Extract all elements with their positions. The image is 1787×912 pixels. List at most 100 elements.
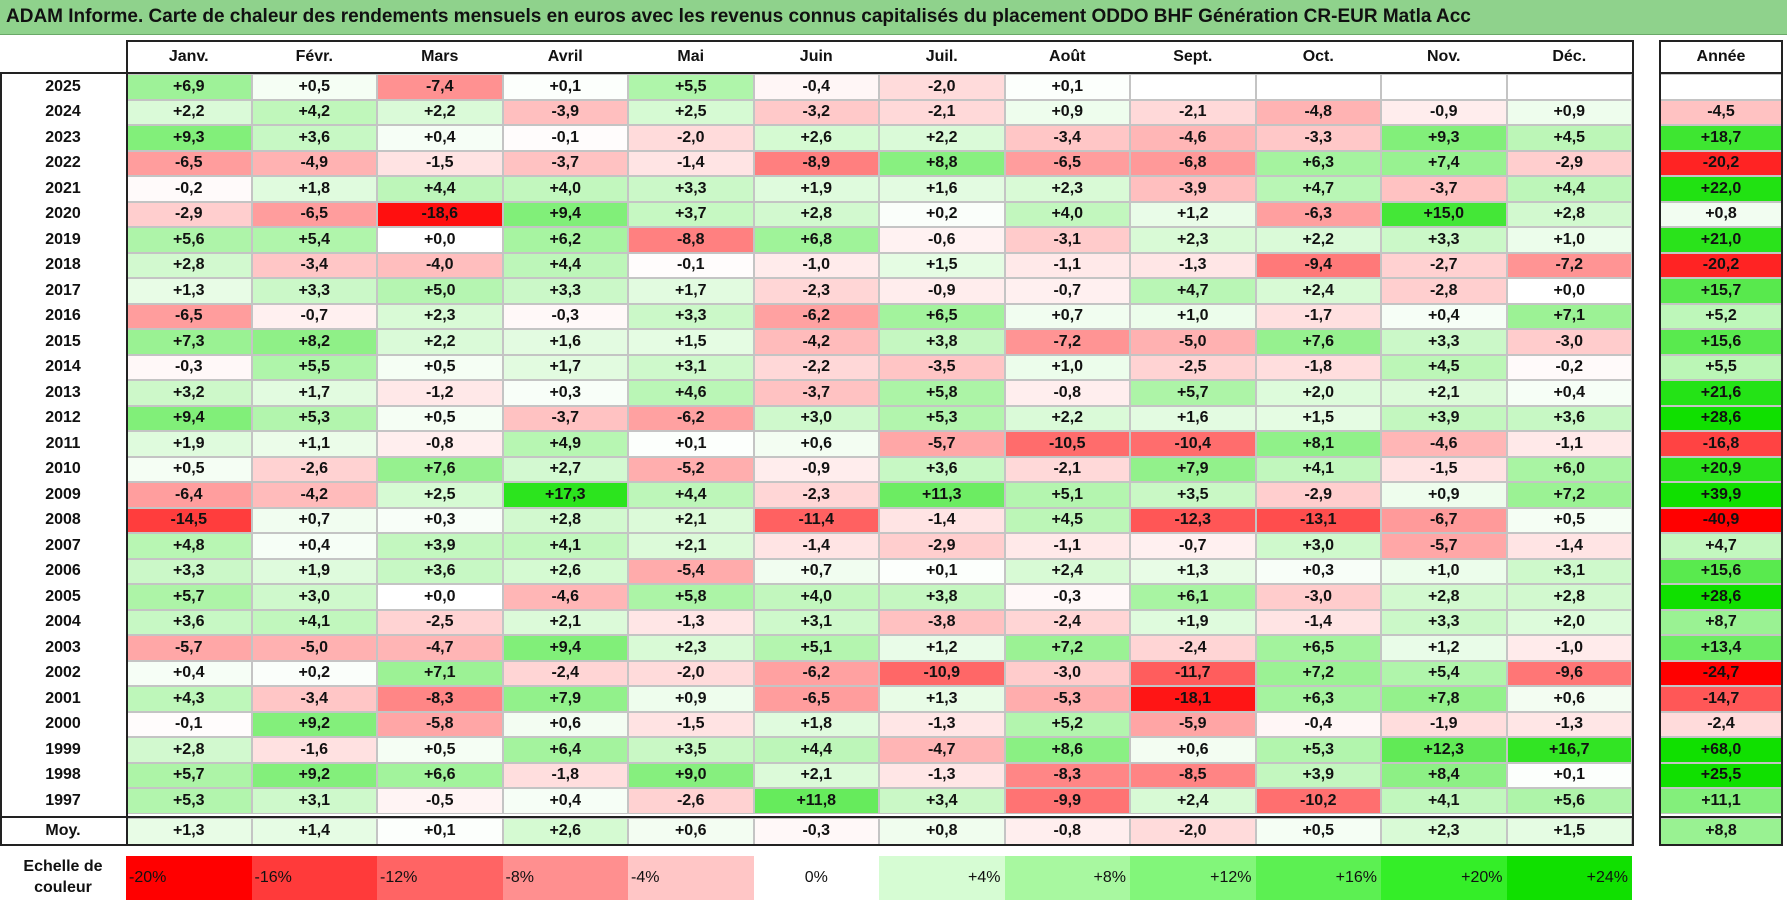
color-scale-swatch: -20% bbox=[126, 855, 252, 900]
heatmap-cell: -10,5 bbox=[1004, 431, 1130, 457]
heatmap-cell: +5,0 bbox=[377, 278, 503, 304]
heatmap-cell: +1,9 bbox=[251, 558, 377, 584]
heatmap-cell: -8,9 bbox=[753, 150, 879, 176]
heatmap-cell: +2,2 bbox=[377, 99, 503, 125]
heatmap-cell: +7,9 bbox=[502, 686, 628, 712]
heatmap-cell: +7,2 bbox=[1255, 660, 1381, 686]
heatmap-cell bbox=[1255, 74, 1381, 100]
heatmap-cell: -1,0 bbox=[753, 252, 879, 278]
annual-cell: -4,5 bbox=[1659, 99, 1783, 125]
annual-cell: +39,9 bbox=[1659, 482, 1783, 508]
heatmap-cell: -1,4 bbox=[628, 150, 754, 176]
heatmap-cell: +0,1 bbox=[1004, 74, 1130, 100]
heatmap-cell: +1,7 bbox=[502, 354, 628, 380]
heatmap-cell: +9,4 bbox=[502, 635, 628, 661]
heatmap-cell: +7,8 bbox=[1381, 686, 1507, 712]
heatmap-cell: +0,6 bbox=[1506, 686, 1632, 712]
heatmap-cell: -2,1 bbox=[1130, 99, 1256, 125]
heatmap-cell: +3,0 bbox=[1255, 533, 1381, 559]
heatmap-cell: +2,4 bbox=[1130, 788, 1256, 814]
heatmap-cell: -0,4 bbox=[1255, 711, 1381, 737]
heatmap-cell: +0,3 bbox=[502, 380, 628, 406]
heatmap-cell: +6,1 bbox=[1130, 584, 1256, 610]
heatmap-cell: -3,1 bbox=[1004, 227, 1130, 253]
heatmap-cell: -1,1 bbox=[1004, 252, 1130, 278]
annual-cell: -20,2 bbox=[1659, 150, 1783, 176]
heatmap-cell: +8,1 bbox=[1255, 431, 1381, 457]
heatmap-cell: -5,7 bbox=[879, 431, 1005, 457]
heatmap-cell: +0,5 bbox=[377, 405, 503, 431]
heatmap-cell: -10,9 bbox=[879, 660, 1005, 686]
heatmap-cell: +2,2 bbox=[1255, 227, 1381, 253]
annual-cell: -16,8 bbox=[1659, 431, 1783, 457]
month-header: Août bbox=[1049, 48, 1086, 65]
heatmap-cell: -2,9 bbox=[126, 201, 252, 227]
heatmap-cell: +5,5 bbox=[628, 74, 754, 100]
heatmap-cell: +5,2 bbox=[1004, 711, 1130, 737]
heatmap-cell: +2,1 bbox=[1381, 380, 1507, 406]
year-label: 2003 bbox=[45, 638, 81, 656]
heatmap-cell: +0,5 bbox=[377, 737, 503, 763]
heatmap-cell: +1,0 bbox=[1130, 303, 1256, 329]
heatmap-cell: -6,4 bbox=[126, 482, 252, 508]
heatmap-cell: -2,4 bbox=[1004, 609, 1130, 635]
heatmap-cell: -1,4 bbox=[879, 507, 1005, 533]
annual-cell: -2,4 bbox=[1659, 711, 1783, 737]
annual-cell: +13,4 bbox=[1659, 635, 1783, 661]
heatmap-cell: -0,1 bbox=[126, 711, 252, 737]
heatmap-cell: +2,1 bbox=[753, 762, 879, 788]
heatmap-cell: -3,5 bbox=[879, 354, 1005, 380]
heatmap-cell: -2,5 bbox=[377, 609, 503, 635]
heatmap-cell: +0,0 bbox=[377, 584, 503, 610]
heatmap-cell: +4,0 bbox=[1004, 201, 1130, 227]
color-scale-swatch: +20% bbox=[1381, 855, 1507, 900]
heatmap-cell: +2,0 bbox=[1255, 380, 1381, 406]
heatmap-cell: -1,3 bbox=[879, 711, 1005, 737]
heatmap-cell: +3,3 bbox=[126, 558, 252, 584]
heatmap-cell: +8,2 bbox=[251, 329, 377, 355]
year-label: 2012 bbox=[45, 409, 81, 427]
heatmap-cell: +7,4 bbox=[1381, 150, 1507, 176]
heatmap-cell: +0,0 bbox=[377, 227, 503, 253]
heatmap-cell: +5,1 bbox=[753, 635, 879, 661]
year-label: 2000 bbox=[45, 715, 81, 733]
heatmap-cell: +5,3 bbox=[879, 405, 1005, 431]
heatmap-cell: -5,9 bbox=[1130, 711, 1256, 737]
heatmap-cell: +4,1 bbox=[1255, 456, 1381, 482]
heatmap-cell: -1,3 bbox=[628, 609, 754, 635]
heatmap-cell: +1,3 bbox=[879, 686, 1005, 712]
heatmap-cell: +3,7 bbox=[628, 201, 754, 227]
annual-cell bbox=[1659, 74, 1783, 100]
color-scale-swatch: +24% bbox=[1506, 855, 1632, 900]
color-scale-swatch: -8% bbox=[502, 855, 628, 900]
heatmap-cell: -1,4 bbox=[1506, 533, 1632, 559]
heatmap-cell: +4,0 bbox=[753, 584, 879, 610]
heatmap-cell: +1,9 bbox=[753, 176, 879, 202]
year-label: 2014 bbox=[45, 358, 81, 376]
average-cell: +0,5 bbox=[1255, 817, 1381, 845]
heatmap-cell: +0,6 bbox=[753, 431, 879, 457]
heatmap-cell: +2,1 bbox=[628, 507, 754, 533]
heatmap-cell: -2,4 bbox=[1130, 635, 1256, 661]
heatmap-cell: -3,3 bbox=[1255, 125, 1381, 151]
title-bar: ADAM Informe. Carte de chaleur des rende… bbox=[0, 0, 1787, 35]
year-label: 2019 bbox=[45, 230, 81, 248]
average-cell: +1,5 bbox=[1506, 817, 1632, 845]
heatmap-cell: -0,7 bbox=[1130, 533, 1256, 559]
heatmap-cell: +11,3 bbox=[879, 482, 1005, 508]
year-header: Année bbox=[1696, 48, 1746, 65]
year-label: 2004 bbox=[45, 613, 81, 631]
annual-header-divider bbox=[1659, 72, 1783, 74]
heatmap-cell: +4,4 bbox=[753, 737, 879, 763]
year-label: 1998 bbox=[45, 766, 81, 784]
heatmap-cell: -0,8 bbox=[1004, 380, 1130, 406]
heatmap-cell: -6,5 bbox=[1004, 150, 1130, 176]
average-divider bbox=[0, 815, 1632, 818]
heatmap-cell: -10,2 bbox=[1255, 788, 1381, 814]
color-scale-label-line1: Echelle de bbox=[23, 857, 103, 875]
color-scale-swatch: 0% bbox=[753, 855, 879, 900]
heatmap-cell: -0,7 bbox=[251, 303, 377, 329]
heatmap-cell: -0,8 bbox=[377, 431, 503, 457]
heatmap-cell: +3,6 bbox=[126, 609, 252, 635]
heatmap-cell: +2,3 bbox=[628, 635, 754, 661]
